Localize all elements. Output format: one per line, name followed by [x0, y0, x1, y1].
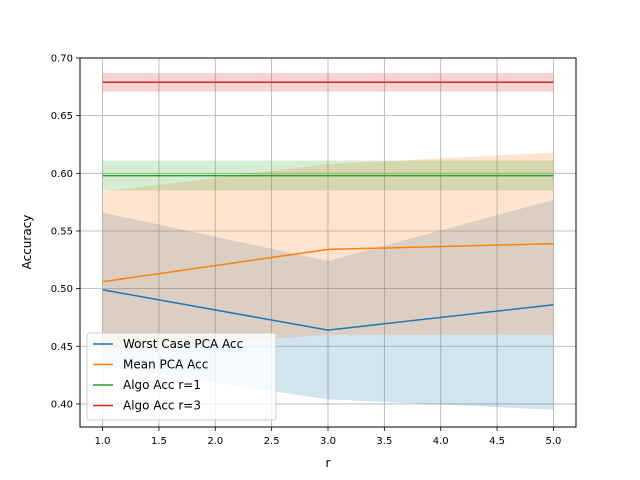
- legend-label: Worst Case PCA Acc: [123, 337, 243, 351]
- x-tick-label: 4.0: [433, 436, 449, 447]
- y-tick-label: 0.40: [51, 399, 73, 410]
- x-tick-label: 4.5: [489, 436, 505, 447]
- line-mean-pca-acc: [102, 242, 554, 283]
- x-tick-label: 2.5: [264, 436, 280, 447]
- legend-box: [86, 332, 277, 421]
- x-tick-label: 3.5: [376, 436, 392, 447]
- legend: Worst Case PCA Acc Mean PCA Acc Algo Acc r…: [86, 332, 277, 421]
- x-tick-label: 1.0: [95, 436, 111, 447]
- series-lines: [102, 81, 554, 331]
- x-axis-label: r: [326, 456, 331, 470]
- legend-label: Algo Acc r=1: [123, 378, 201, 392]
- x-tick-label: 5.0: [546, 436, 562, 447]
- y-axis-ticks: 0.40 0.45 0.50 0.55 0.60 0.65 0.70: [51, 54, 80, 410]
- y-tick-label: 0.60: [51, 169, 73, 180]
- y-axis-label: Accuracy: [20, 215, 34, 270]
- band-mean-pca-acc: [102, 152, 554, 351]
- y-tick-label: 0.45: [51, 342, 73, 353]
- y-tick-label: 0.50: [51, 284, 73, 295]
- line-worst-case-pca-acc: [102, 289, 554, 331]
- y-tick-label: 0.55: [51, 226, 73, 237]
- y-tick-label: 0.70: [51, 54, 73, 65]
- x-axis-ticks: 1.0 1.5 2.0 2.5 3.0 3.5 4.0 4.5 5.0: [95, 427, 562, 447]
- y-tick-label: 0.65: [51, 111, 73, 122]
- x-tick-label: 3.0: [320, 436, 336, 447]
- legend-label: Algo Acc r=3: [123, 399, 201, 413]
- grid: [80, 57, 576, 427]
- x-tick-label: 1.5: [151, 436, 167, 447]
- x-tick-label: 2.0: [207, 436, 223, 447]
- legend-label: Mean PCA Acc: [123, 358, 208, 372]
